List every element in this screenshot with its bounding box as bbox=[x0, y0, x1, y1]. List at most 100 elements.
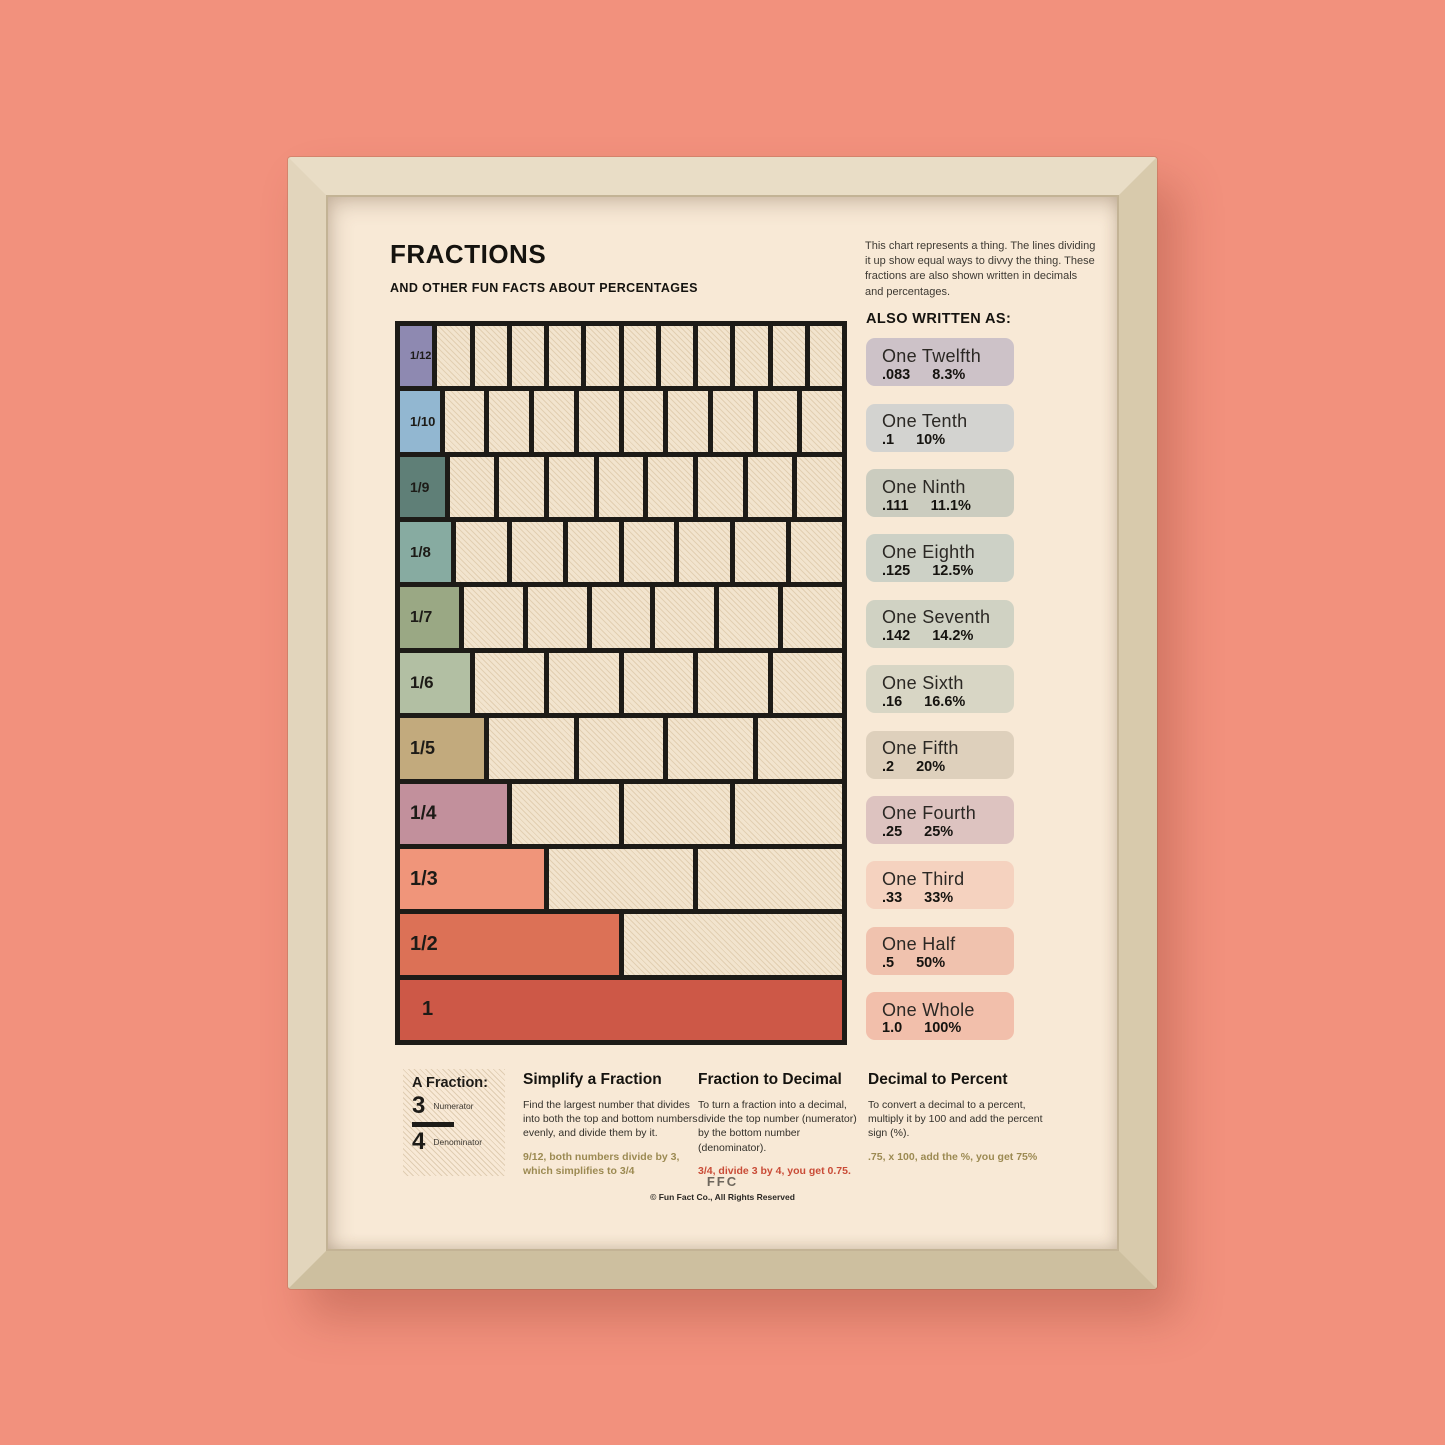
equivalent-chip-one-sixth: One Sixth .16 16.6% bbox=[866, 665, 1014, 714]
ffc-logo: FFC bbox=[706, 1174, 739, 1189]
percent-value: 33% bbox=[924, 889, 954, 906]
fraction-cell bbox=[499, 456, 545, 518]
fraction-cell bbox=[623, 326, 656, 387]
fraction-row-1-5: 1/5 bbox=[400, 718, 843, 779]
fraction-cell bbox=[757, 718, 843, 779]
fraction-row-1-7: 1/7 bbox=[400, 587, 843, 648]
fraction-name: One Half bbox=[882, 934, 956, 955]
fraction-name: One Seventh bbox=[882, 607, 991, 628]
fraction-label: 1/2 bbox=[410, 932, 438, 955]
percent-value: 11.1% bbox=[930, 497, 971, 514]
fraction-cell bbox=[449, 456, 495, 518]
shaded-fraction-cell: 1/4 bbox=[400, 783, 507, 844]
fraction-label: 1/12 bbox=[410, 350, 432, 363]
fraction-row-1-4: 1/4 bbox=[400, 783, 842, 844]
fraction-label: 1 bbox=[422, 998, 434, 1021]
fraction-row-1-9: 1/9 bbox=[400, 456, 843, 518]
decimal-value: .33 bbox=[882, 889, 903, 906]
shaded-fraction-cell: 1/10 bbox=[400, 391, 440, 452]
denominator-row: 4 Denominator bbox=[412, 1130, 496, 1154]
percent-value: 50% bbox=[916, 955, 946, 972]
fraction-cell bbox=[698, 652, 768, 714]
fraction-cell bbox=[712, 391, 753, 452]
fraction-row-1-10: 1/10 bbox=[400, 391, 843, 452]
fraction-name: One Twelfth bbox=[882, 345, 982, 366]
fraction-cell bbox=[648, 456, 694, 518]
fraction-cell bbox=[474, 326, 507, 387]
fraction-cell bbox=[623, 391, 664, 452]
fraction-cell bbox=[578, 718, 664, 779]
page-subtitle: AND OTHER FUN FACTS ABOUT PERCENTAGES bbox=[390, 281, 698, 295]
fraction-cell bbox=[489, 391, 530, 452]
fraction-name: One Eighth bbox=[882, 542, 976, 563]
fraction-cell bbox=[623, 522, 675, 583]
decimal-value: .16 bbox=[882, 693, 903, 710]
fraction-name: One Sixth bbox=[882, 672, 964, 693]
shaded-fraction-cell: 1/6 bbox=[400, 652, 470, 714]
fraction-cell bbox=[747, 456, 793, 518]
decimal-value: .1 bbox=[882, 432, 895, 449]
fraction-label: 1/6 bbox=[410, 672, 434, 692]
explainer-body: To convert a decimal to a percent, multi… bbox=[868, 1099, 1043, 1140]
numerator-row: 3 Numerator bbox=[412, 1094, 496, 1118]
fraction-values: .111 11.1% bbox=[882, 498, 1014, 514]
fraction-cell bbox=[735, 326, 768, 387]
fraction-cell bbox=[511, 783, 619, 844]
a-fraction-diagram: A Fraction: 3 Numerator 4 Denominator bbox=[403, 1069, 505, 1176]
fraction-cell bbox=[668, 391, 708, 452]
equivalent-chip-one-seventh: One Seventh .142 14.2% bbox=[866, 599, 1014, 648]
numerator-value: 3 bbox=[412, 1092, 426, 1119]
fraction-cell bbox=[698, 326, 731, 387]
equivalent-chip-one-whole: One Whole 1.0 100% bbox=[866, 992, 1014, 1040]
percent-value: 25% bbox=[924, 824, 954, 841]
fraction-name: One Tenth bbox=[882, 411, 968, 432]
fraction-values: .25 25% bbox=[882, 824, 1014, 840]
fractions-poster: FRACTIONS AND OTHER FUN FACTS ABOUT PERC… bbox=[326, 195, 1119, 1251]
fraction-row-1-2: 1/2 bbox=[400, 914, 842, 975]
fraction-cell bbox=[698, 848, 842, 910]
fraction-label: 1/3 bbox=[410, 867, 438, 890]
explainer-title: Fraction to Decimal bbox=[698, 1071, 842, 1088]
explainer-decimal-to-percent: Decimal to Percent To convert a decimal t… bbox=[868, 1071, 1046, 1164]
fraction-cell bbox=[549, 848, 693, 910]
page-title: FRACTIONS bbox=[390, 239, 547, 269]
also-written-as-heading: ALSO WRITTEN AS: bbox=[866, 311, 1012, 327]
explainer-body: Find the largest number that divides int… bbox=[523, 1099, 698, 1140]
copyright-text: © Fun Fact Co., All Rights Reserved bbox=[650, 1192, 795, 1202]
decimal-value: .125 bbox=[882, 562, 911, 579]
fraction-row-1-3: 1/3 bbox=[400, 848, 842, 910]
shaded-fraction-cell: 1/12 bbox=[400, 326, 433, 387]
percent-value: 20% bbox=[916, 758, 946, 775]
shaded-fraction-cell: 1/8 bbox=[400, 522, 451, 583]
fraction-cell bbox=[735, 522, 787, 583]
decimal-value: .083 bbox=[882, 366, 911, 383]
fraction-cell bbox=[567, 522, 619, 583]
fraction-cell bbox=[698, 456, 743, 518]
denominator-label: Denominator bbox=[433, 1137, 483, 1147]
fraction-cell bbox=[591, 587, 651, 648]
fraction-cell bbox=[809, 326, 842, 387]
poster-footer: FFC © Fun Fact Co., All Rights Reserved bbox=[326, 1174, 1119, 1202]
fraction-cell bbox=[489, 718, 574, 779]
fraction-values: 1.0 100% bbox=[882, 1020, 1014, 1036]
fraction-cell bbox=[791, 522, 842, 583]
equivalent-chip-one-ninth: One Ninth .111 11.1% bbox=[866, 469, 1014, 518]
fraction-cell bbox=[534, 391, 574, 452]
fraction-row-1-12: 1/12 bbox=[400, 326, 842, 387]
decimal-value: .5 bbox=[882, 955, 895, 972]
shaded-fraction-cell: 1/9 bbox=[400, 456, 445, 518]
equivalent-chip-one-tenth: One Tenth .1 10% bbox=[866, 403, 1014, 452]
fraction-values: .1 10% bbox=[882, 432, 1014, 448]
fraction-cell bbox=[511, 522, 563, 583]
fraction-values: .33 33% bbox=[882, 890, 1014, 906]
a-fraction-title: A Fraction: bbox=[412, 1075, 488, 1091]
fraction-name: One Third bbox=[882, 868, 965, 889]
fraction-cell bbox=[527, 587, 587, 648]
decimal-value: .2 bbox=[882, 758, 895, 775]
decimal-value: 1.0 bbox=[882, 1020, 903, 1037]
decimal-value: .25 bbox=[882, 824, 903, 841]
fraction-label: 1/4 bbox=[410, 802, 437, 824]
fraction-cell bbox=[623, 652, 693, 714]
explainer-fraction-to-decimal: Fraction to Decimal To turn a fraction in… bbox=[698, 1071, 868, 1178]
fraction-cell bbox=[719, 587, 779, 648]
